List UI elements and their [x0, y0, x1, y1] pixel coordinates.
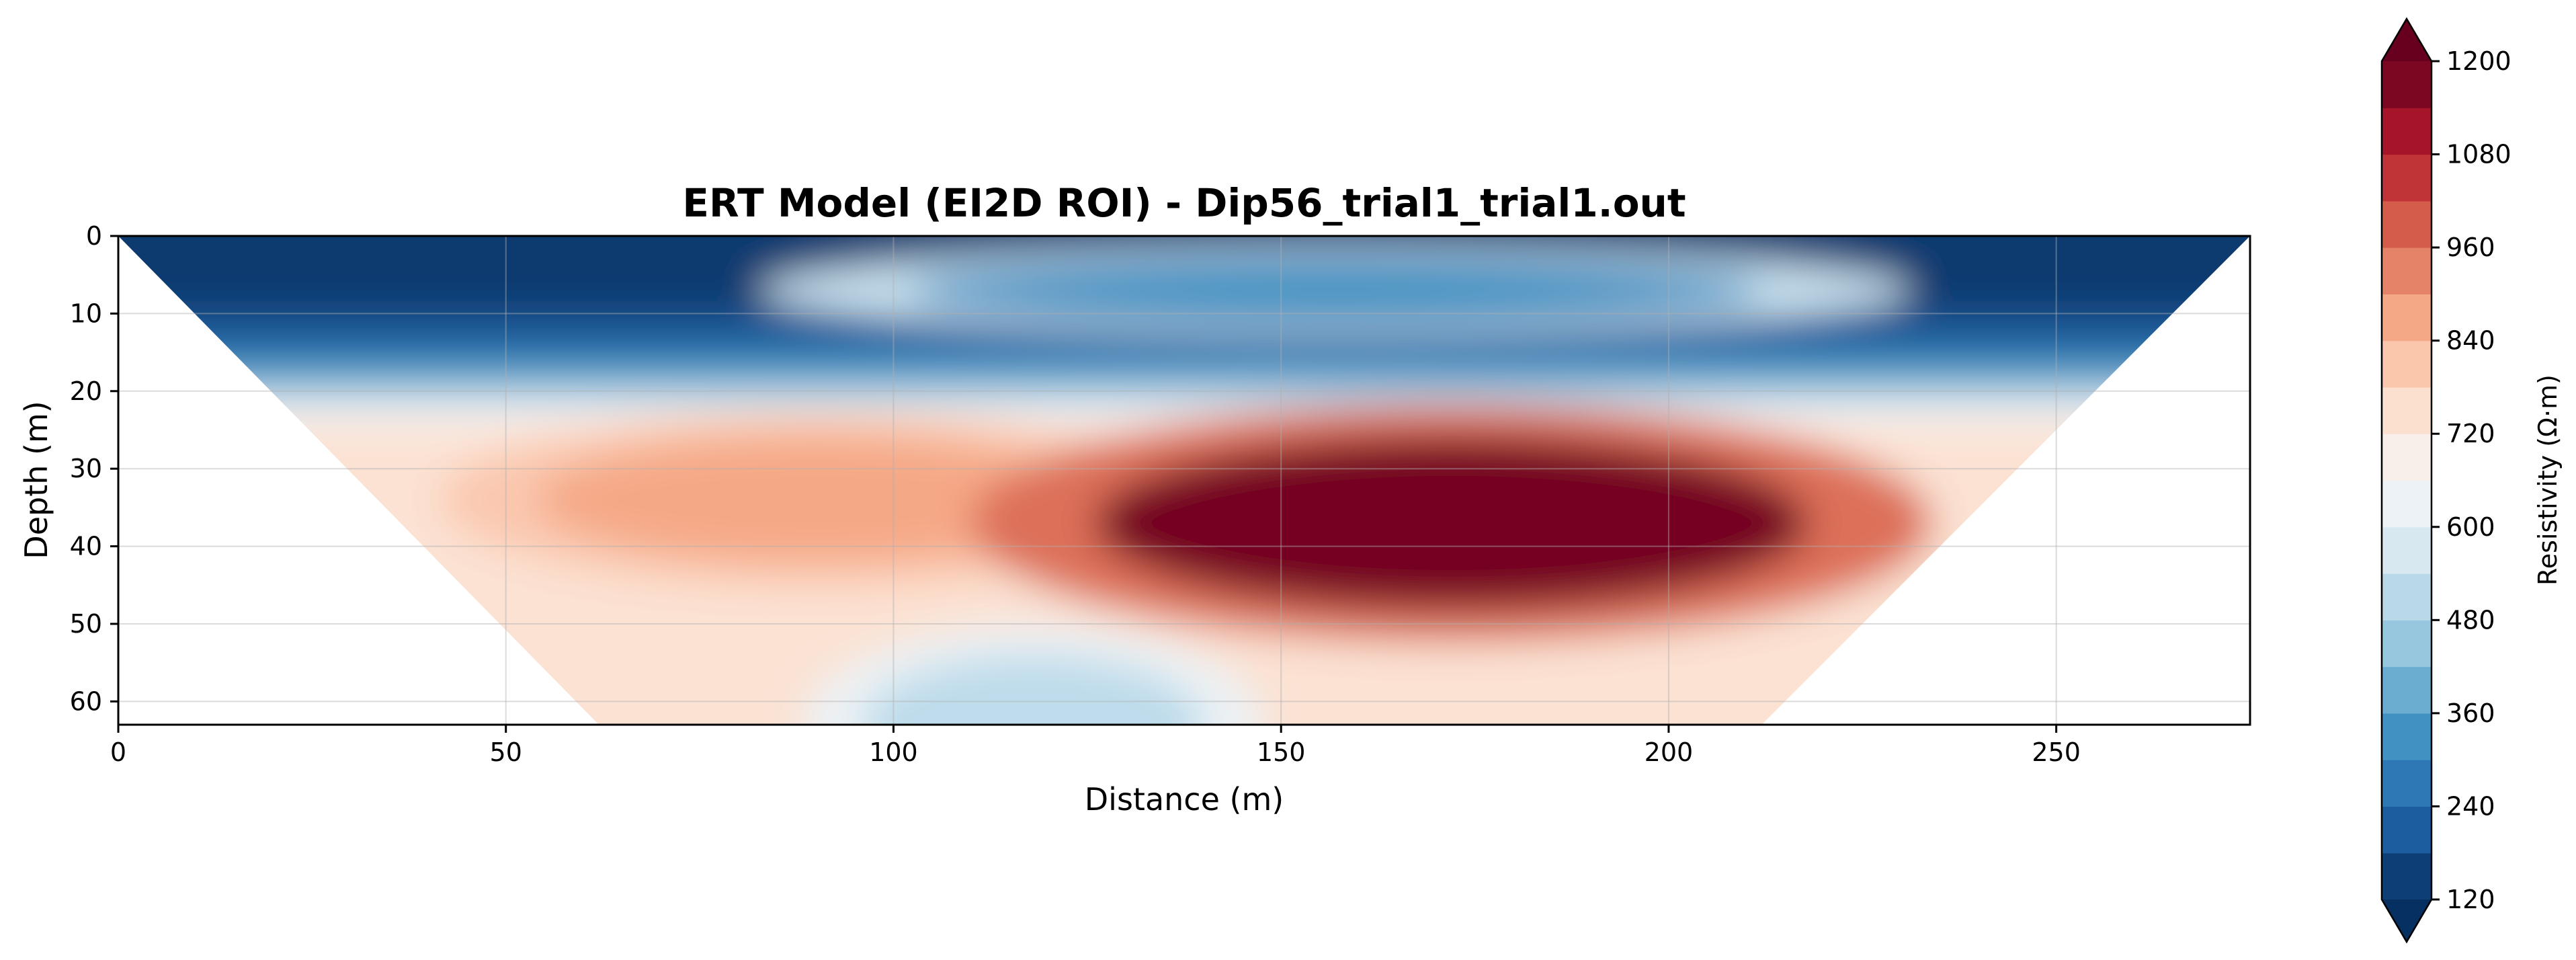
colorbar-segment [2382, 666, 2432, 714]
y-axis: 0 10 20 30 40 50 60 [70, 221, 118, 716]
colorbar-segment [2382, 247, 2432, 294]
x-axis-label: Distance (m) [1085, 781, 1284, 817]
colorbar-extend-min [2382, 899, 2432, 942]
x-tick-label: 50 [490, 737, 522, 767]
colorbar-tick-label: 360 [2446, 698, 2495, 728]
x-tick-label: 0 [110, 737, 126, 767]
colorbar-tick-label: 600 [2446, 512, 2495, 542]
colorbar-segment [2382, 713, 2432, 760]
colorbar-segment [2382, 852, 2432, 900]
anomaly-core [1095, 438, 1809, 608]
y-tick-label: 50 [70, 609, 102, 639]
colorbar-segment [2382, 108, 2432, 155]
anomaly-core [536, 438, 1095, 562]
colorbar-tick-label: 1080 [2446, 140, 2511, 169]
colorbar-segment [2382, 480, 2432, 528]
colorbar-segment [2382, 200, 2432, 248]
colorbar-tick-label: 480 [2446, 605, 2495, 635]
colorbar-tick-label: 240 [2446, 791, 2495, 821]
colorbar-label: Resistivity (Ω·m) [2533, 374, 2563, 586]
colorbar: 120 240 360 480 600 720 840 960 1080 1200 [2380, 17, 2511, 944]
chart-title: ERT Model (EI2D ROI) - Dip56_trial1_tria… [682, 180, 1686, 226]
colorbar-tick-label: 840 [2446, 326, 2495, 356]
plot-frame [117, 235, 2251, 726]
colorbar-tick-label: 1200 [2446, 46, 2511, 76]
x-axis: 0 50 100 150 200 250 [110, 725, 2081, 767]
colorbar-segment [2382, 340, 2432, 388]
colorbar-segment [2382, 620, 2432, 668]
colorbar-segment [2382, 806, 2432, 854]
y-tick-label: 20 [70, 376, 102, 406]
colorbar-tick-label: 720 [2446, 419, 2495, 448]
colorbar-tick-label: 120 [2446, 885, 2495, 914]
colorbar-extend-max [2382, 19, 2432, 61]
colorbar-tick-label: 960 [2446, 233, 2495, 262]
x-tick-label: 200 [1645, 737, 1694, 767]
y-axis-label: Depth (m) [18, 401, 54, 559]
x-tick-label: 250 [2032, 737, 2081, 767]
anomaly-core [862, 655, 1204, 725]
y-tick-label: 30 [70, 454, 102, 483]
y-tick-label: 40 [70, 532, 102, 561]
colorbar-segment [2382, 154, 2432, 202]
colorbar-segment [2382, 61, 2432, 108]
anomaly-core [909, 259, 1762, 321]
colorbar-segment [2382, 434, 2432, 481]
y-tick-label: 60 [70, 686, 102, 716]
colorbar-segment [2382, 526, 2432, 574]
y-tick-label: 0 [86, 221, 102, 251]
colorbar-segment [2382, 294, 2432, 342]
colorbar-segment [2382, 760, 2432, 807]
model-section [118, 236, 2250, 725]
colorbar-segment [2382, 573, 2432, 621]
colorbar-segment [2382, 387, 2432, 434]
y-tick-label: 10 [70, 298, 102, 328]
x-tick-label: 100 [869, 737, 918, 767]
x-tick-label: 150 [1257, 737, 1306, 767]
